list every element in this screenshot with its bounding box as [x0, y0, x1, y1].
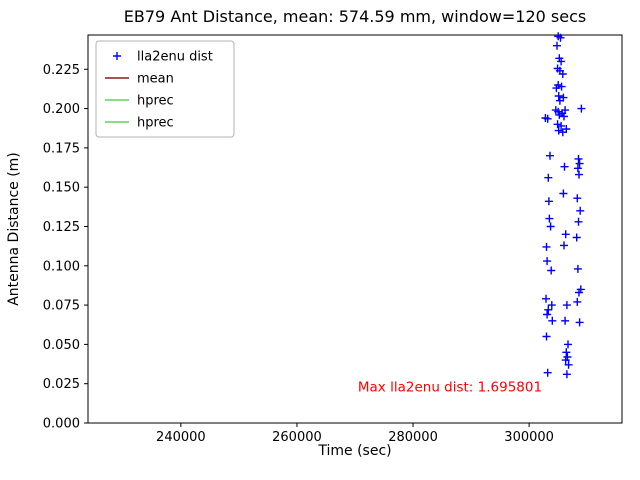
y-tick-label: 0.050 — [43, 338, 80, 353]
legend-box — [95, 40, 235, 138]
y-tick-label: 0.125 — [43, 220, 80, 235]
data-marker-plus — [541, 32, 586, 379]
y-tick-label: 0.200 — [43, 102, 80, 117]
x-tick-label: 300000 — [504, 430, 554, 445]
x-axis-ticks: 240000 260000 280000 300000 — [156, 423, 554, 445]
y-tick-label: 0.075 — [43, 299, 80, 314]
y-axis-label: Antenna Distance (m) — [6, 152, 22, 306]
chart-title: EB79 Ant Distance, mean: 574.59 mm, wind… — [124, 7, 586, 26]
y-axis-ticks: 0.000 0.025 0.050 0.075 0.100 0.125 0.150 0.175… — [43, 63, 88, 432]
legend-label: mean — [137, 72, 174, 87]
x-axis-label: Time (sec) — [317, 443, 391, 459]
y-tick-label: 0.000 — [43, 417, 80, 432]
legend-label: hprec — [137, 116, 174, 131]
legend-label: lla2enu dist — [137, 50, 213, 65]
x-tick-label: 280000 — [388, 430, 438, 445]
y-tick-label: 0.225 — [43, 63, 80, 78]
legend: lla2enu dist mean hprec hprec — [95, 40, 235, 138]
max-dist-annotation: Max lla2enu dist: 1.695801 — [358, 380, 542, 396]
y-tick-label: 0.175 — [43, 141, 80, 156]
axes-frame — [87, 34, 623, 424]
y-tick-label: 0.100 — [43, 259, 80, 274]
y-tick-label: 0.025 — [43, 377, 80, 392]
legend-marker-plus — [113, 52, 121, 60]
x-tick-label: 260000 — [272, 430, 322, 445]
y-tick-label: 0.150 — [43, 181, 80, 196]
scatter-points — [541, 32, 586, 379]
x-tick-label: 240000 — [156, 430, 206, 445]
legend-label: hprec — [137, 94, 174, 109]
